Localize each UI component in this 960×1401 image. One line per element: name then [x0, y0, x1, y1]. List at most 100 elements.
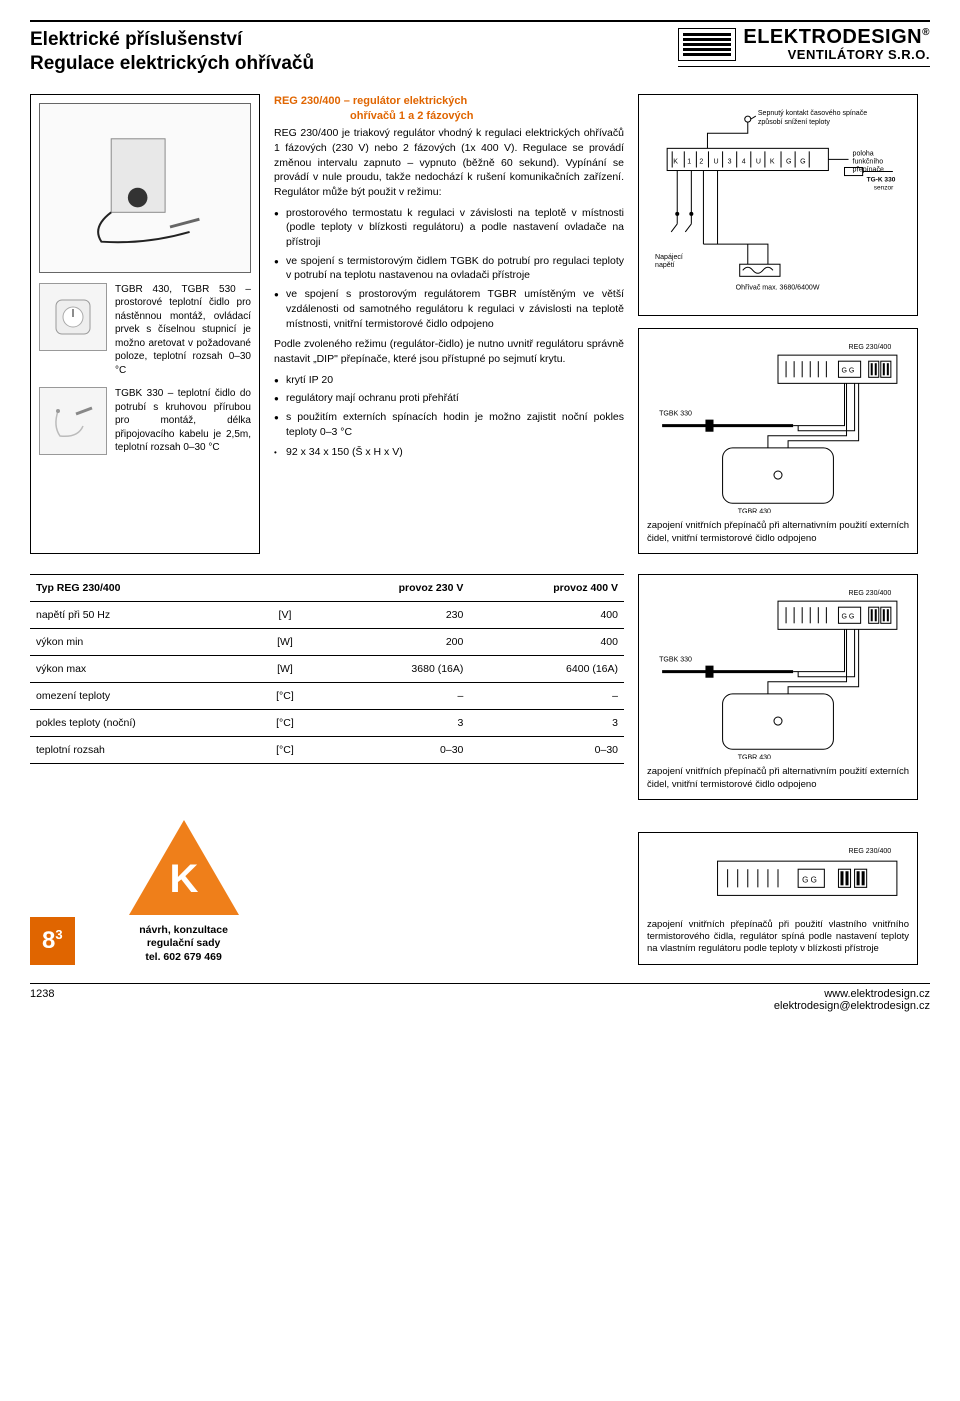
- diagram-caption: zapojení vnitřních přepínačů při použití…: [647, 919, 909, 956]
- svg-text:Sepnutý kontakt časového spína: Sepnutý kontakt časového spínače: [758, 110, 867, 117]
- footer-email: elektrodesign@elektrodesign.cz: [774, 1000, 930, 1012]
- diagram-caption: zapojení vnitřních přepínačů při alterna…: [647, 766, 909, 791]
- page-number-tab: 83: [30, 917, 75, 965]
- svg-text:TGBR 430: TGBR 430: [738, 754, 771, 759]
- right-column-2: REG 230/400 G G TGBK 330 T: [638, 574, 918, 800]
- tgbr-image: [39, 283, 107, 351]
- tgbk-image: [39, 387, 107, 455]
- list-item: ve spojení s termistorovým čidlem TGBK d…: [286, 254, 624, 283]
- wiring-diagram-2: REG 230/400 G G TGBK 330 T: [638, 328, 918, 554]
- dimension-list: 92 x 34 x 150 (Š x H x V): [274, 445, 624, 460]
- svg-text:senzor: senzor: [874, 184, 894, 191]
- svg-text:G G: G G: [841, 613, 854, 620]
- title-line1: Elektrické příslušenství: [30, 29, 242, 50]
- tgbk-row: TGBK 330 – teplotní čidlo do potrubí s k…: [39, 387, 251, 455]
- logo-text: ELEKTRODESIGN® VENTILÁTORY S.R.O.: [743, 28, 930, 62]
- cell-230: 3680 (16A): [315, 656, 470, 683]
- cell-unit: [W]: [255, 629, 315, 656]
- list-item: regulátory mají ochranu proti přehřátí: [286, 391, 624, 406]
- cell-param: pokles teploty (noční): [30, 710, 255, 737]
- svg-text:Napájecí: Napájecí: [655, 254, 683, 261]
- dip-switch-icon: REG 230/400 G G: [647, 841, 909, 912]
- table-row: napětí při 50 Hz[V]230400: [30, 602, 624, 629]
- cell-400: 0–30: [469, 737, 624, 764]
- svg-text:poloha: poloha: [853, 150, 874, 157]
- wall-thermostat-icon: [48, 292, 98, 342]
- th-230: provoz 230 V: [315, 575, 470, 602]
- diagram-caption: zapojení vnitřních přepínačů při alterna…: [647, 520, 909, 545]
- list-item: s použitím externích spínacích hodin je …: [286, 410, 624, 439]
- svg-text:TG-K 330: TG-K 330: [867, 176, 896, 183]
- svg-text:K: K: [673, 158, 678, 165]
- table-row: omezení teploty[°C]––: [30, 683, 624, 710]
- product-image-main: [39, 103, 251, 273]
- feature-list-2: krytí IP 20 regulátory mají ochranu prot…: [274, 373, 624, 440]
- svg-text:G: G: [800, 158, 805, 165]
- svg-text:REG 230/400: REG 230/400: [849, 848, 892, 855]
- cell-230: –: [315, 683, 470, 710]
- cell-param: teplotní rozsah: [30, 737, 255, 764]
- bottom-row: 83 K návrh, konzultace regulační sady te…: [30, 820, 930, 965]
- wiring-diagram-1: Sepnutý kontakt časového spínače způsobí…: [638, 94, 918, 317]
- cell-unit: [°C]: [255, 737, 315, 764]
- right-column-3: REG 230/400 G G zapojení vnitřních přepí…: [638, 832, 918, 965]
- footer-links: www.elektrodesign.cz elektrodesign@elekt…: [774, 988, 930, 1012]
- cell-unit: [°C]: [255, 710, 315, 737]
- probe-sensor-icon: [48, 396, 98, 446]
- list-item: ve spojení s prostorovým regulátorem TGB…: [286, 287, 624, 331]
- svg-text:U: U: [756, 158, 761, 165]
- svg-text:způsobí snížení teploty: způsobí snížení teploty: [758, 118, 831, 126]
- intro-paragraph: REG 230/400 je triakový regulátor vhodný…: [274, 126, 624, 199]
- svg-text:3: 3: [728, 158, 732, 165]
- k-line1: návrh, konzultace: [129, 924, 239, 938]
- svg-text:TGBK 330: TGBK 330: [659, 657, 692, 664]
- th-400: provoz 400 V: [469, 575, 624, 602]
- consultation-block: 83 K návrh, konzultace regulační sady te…: [30, 820, 624, 965]
- svg-text:2: 2: [699, 158, 703, 165]
- cell-230: 3: [315, 710, 470, 737]
- footer-url: www.elektrodesign.cz: [774, 988, 930, 1000]
- warning-triangle-icon: K: [129, 820, 239, 915]
- cell-param: výkon min: [30, 629, 255, 656]
- svg-text:funkčního: funkčního: [853, 158, 884, 165]
- k-triangle-block: K návrh, konzultace regulační sady tel. …: [129, 820, 239, 965]
- table-row: pokles teploty (noční)[°C]33: [30, 710, 624, 737]
- cell-param: omezení teploty: [30, 683, 255, 710]
- cell-400: 6400 (16A): [469, 656, 624, 683]
- cell-param: výkon max: [30, 656, 255, 683]
- svg-text:K: K: [770, 158, 775, 165]
- page-footer: 1238 www.elektrodesign.cz elektrodesign@…: [30, 983, 930, 1012]
- svg-text:Ohřívač max. 3680/6400W: Ohřívač max. 3680/6400W: [736, 284, 820, 291]
- cell-230: 0–30: [315, 737, 470, 764]
- th-unit: [255, 575, 315, 602]
- th-type: Typ REG 230/400: [30, 575, 255, 602]
- page-header: Elektrické příslušenství Regulace elektr…: [30, 20, 930, 76]
- k-line2: regulační sady: [129, 937, 239, 951]
- cell-unit: [°C]: [255, 683, 315, 710]
- dimensions: 92 x 34 x 150 (Š x H x V): [286, 445, 624, 460]
- spec-row: Typ REG 230/400 provoz 230 V provoz 400 …: [30, 574, 930, 800]
- svg-text:1: 1: [687, 158, 691, 165]
- table-row: výkon min[W]200400: [30, 629, 624, 656]
- cell-400: 400: [469, 602, 624, 629]
- feature-list-1: prostorového termostatu k regulaci v záv…: [274, 206, 624, 332]
- table-row: teplotní rozsah[°C]0–300–30: [30, 737, 624, 764]
- table-row: výkon max[W]3680 (16A)6400 (16A): [30, 656, 624, 683]
- footer-page-number: 1238: [30, 988, 54, 1012]
- logo: ELEKTRODESIGN® VENTILÁTORY S.R.O.: [678, 28, 930, 67]
- connection-schematic-icon: REG 230/400 G G TGBK 330 T: [647, 583, 909, 759]
- cell-param: napětí při 50 Hz: [30, 602, 255, 629]
- svg-text:REG 230/400: REG 230/400: [849, 344, 892, 351]
- svg-text:TGBK 330: TGBK 330: [659, 411, 692, 418]
- svg-text:G G: G G: [802, 875, 817, 884]
- tgbr-row: TGBR 430, TGBR 530 – prostorové teplotní…: [39, 283, 251, 378]
- wiring-diagram-3: REG 230/400 G G TGBK 330 T: [638, 574, 918, 800]
- cell-400: –: [469, 683, 624, 710]
- spec-table-block: Typ REG 230/400 provoz 230 V provoz 400 …: [30, 574, 624, 800]
- cell-230: 200: [315, 629, 470, 656]
- svg-text:napětí: napětí: [655, 262, 675, 269]
- svg-text:REG 230/400: REG 230/400: [849, 590, 892, 597]
- table-head-row: Typ REG 230/400 provoz 230 V provoz 400 …: [30, 575, 624, 602]
- left-column: TGBR 430, TGBR 530 – prostorové teplotní…: [30, 94, 260, 555]
- thermostat-device-icon: [72, 129, 219, 247]
